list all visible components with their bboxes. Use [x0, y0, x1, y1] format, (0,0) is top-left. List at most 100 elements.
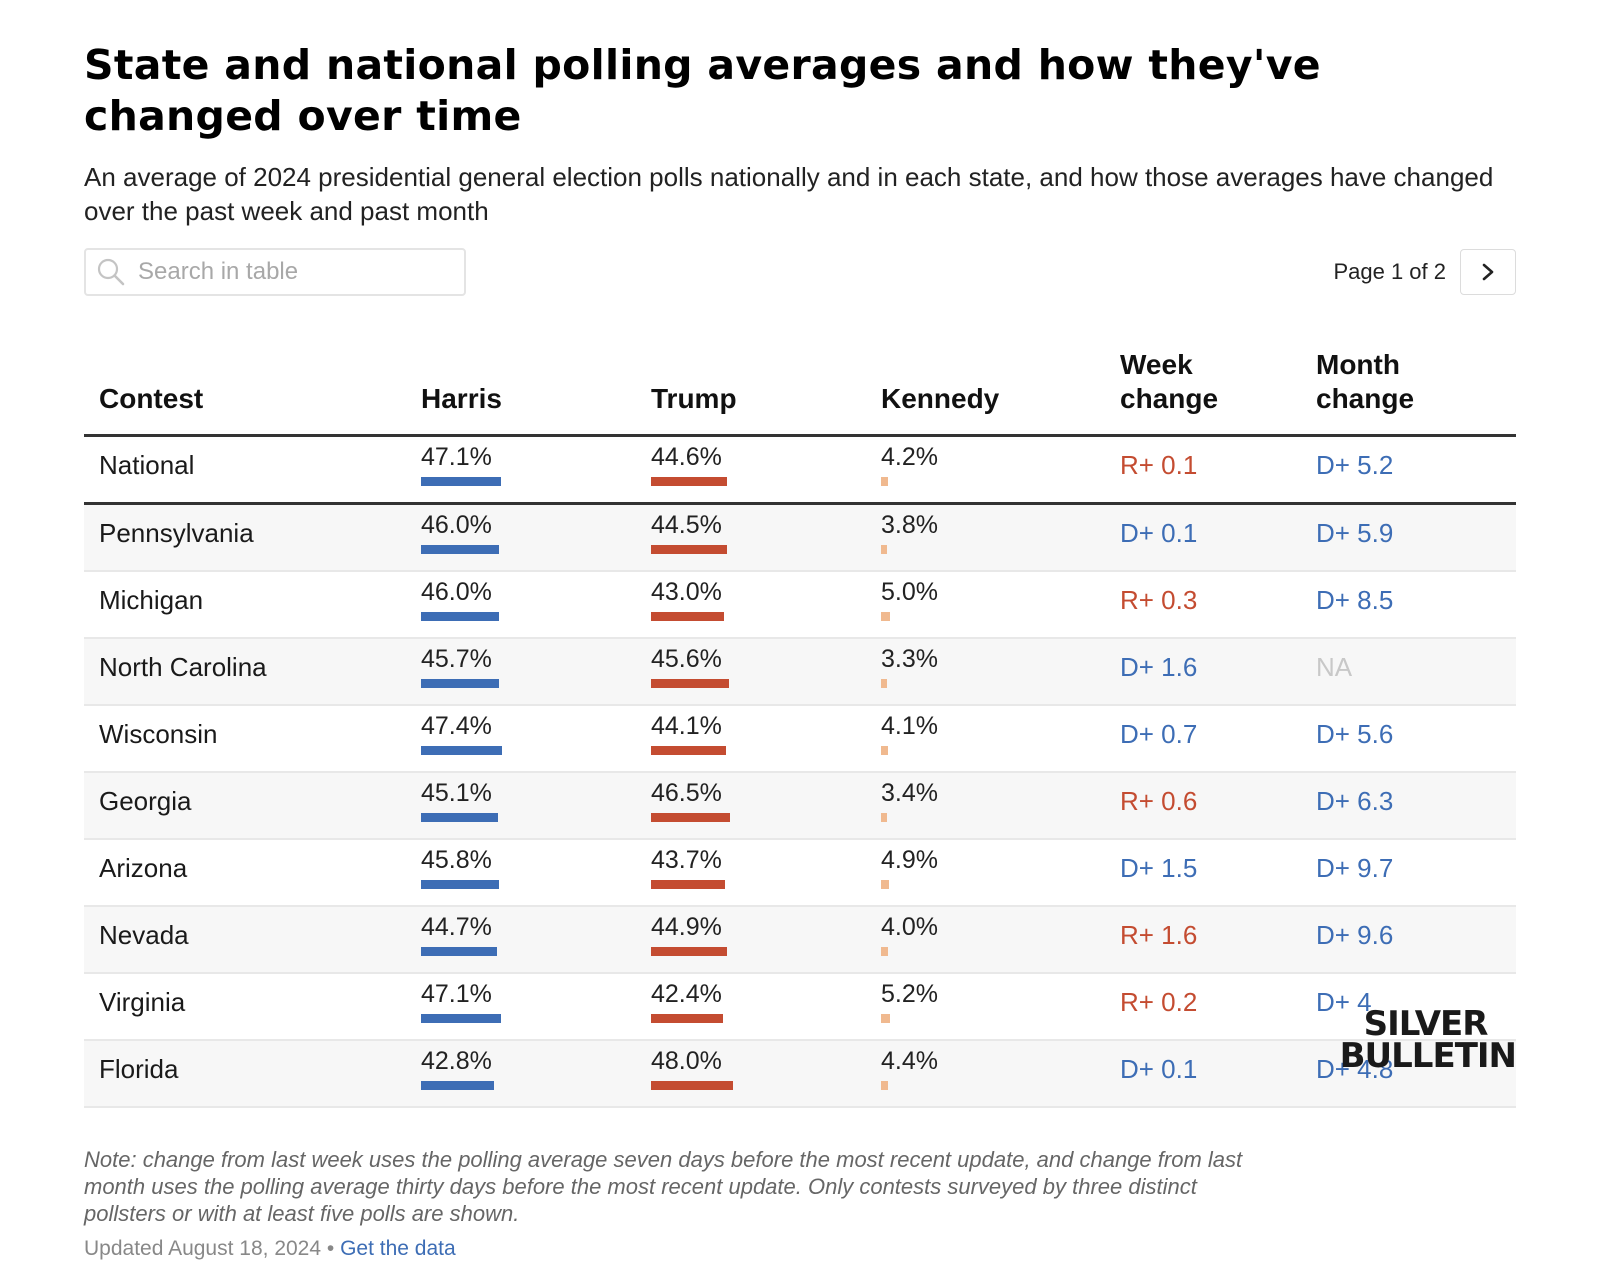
harris-cell: 45.1% [421, 772, 651, 839]
get-data-link[interactable]: Get the data [340, 1237, 456, 1260]
trump-cell: 44.6% [651, 436, 881, 504]
harris-bar [421, 477, 502, 486]
trump-value: 48.0% [651, 1047, 722, 1075]
harris-bar [421, 813, 498, 822]
trump-value: 44.9% [651, 913, 722, 941]
search-input[interactable] [136, 257, 440, 287]
table-controls: Page 1 of 2 [84, 248, 1516, 308]
month-change-value: D+ 4 [1316, 987, 1372, 1017]
trump-cell: 44.1% [651, 705, 881, 772]
search-box[interactable] [84, 248, 466, 296]
kennedy-cell: 5.2% [881, 973, 1120, 1040]
update-line: Updated August 18, 2024 • Get the data [84, 1237, 1516, 1261]
column-header-trump[interactable]: Trump [651, 383, 737, 414]
chart-title: State and national polling averages and … [84, 41, 1321, 140]
month-change-value: D+ 9.7 [1316, 853, 1394, 883]
month-change-value: D+ 6.3 [1316, 786, 1394, 816]
kennedy-value: 3.4% [881, 779, 938, 807]
month-change-value: NA [1316, 652, 1353, 682]
contest-name: Pennsylvania [99, 518, 254, 548]
trump-cell: 45.6% [651, 638, 881, 705]
chevron-right-icon [1482, 263, 1494, 281]
contest-name: Virginia [99, 987, 186, 1017]
trump-value: 45.6% [651, 645, 722, 673]
column-header-kennedy[interactable]: Kennedy [881, 383, 1000, 414]
week-change-value: R+ 0.1 [1120, 450, 1198, 480]
harris-value: 46.0% [421, 511, 492, 539]
table-header-row: Contest Harris Trump Kennedy Week change… [84, 348, 1516, 436]
trump-value: 43.7% [651, 846, 722, 874]
chart-subtitle: An average of 2024 presidential general … [84, 162, 1494, 226]
trump-bar [651, 545, 727, 554]
harris-bar [421, 679, 499, 688]
table-row: Pennsylvania 46.0% 44.5% 3.8% D+ 0.1 D+ 5.9 [84, 503, 1516, 572]
month-change-value: D+ 5.2 [1316, 450, 1394, 480]
kennedy-bar [881, 813, 887, 822]
table-row: North Carolina 45.7% 45.6% 3.3% D+ 1.6 NA [84, 638, 1516, 705]
kennedy-cell: 3.4% [881, 772, 1120, 839]
contest-name: National [99, 450, 195, 480]
trump-cell: 42.4% [651, 973, 881, 1040]
kennedy-bar [881, 612, 890, 621]
kennedy-cell: 5.0% [881, 571, 1120, 638]
contest-name: Wisconsin [99, 719, 218, 749]
harris-bar [421, 947, 497, 956]
trump-cell: 44.9% [651, 906, 881, 973]
pagination: Page 1 of 2 [1333, 248, 1516, 296]
chart-container: State and national polling averages and … [84, 40, 1516, 1261]
kennedy-value: 3.3% [881, 645, 938, 673]
month-change-value: D+ 9.6 [1316, 920, 1394, 950]
contest-name: Nevada [99, 920, 189, 950]
month-change-value: D+ 5.6 [1316, 719, 1394, 749]
harris-cell: 42.8% [421, 1040, 651, 1107]
harris-cell: 44.7% [421, 906, 651, 973]
column-header-month-change[interactable]: Month change [1316, 349, 1415, 414]
table-row: Arizona 45.8% 43.7% 4.9% D+ 1.5 D+ 9.7 [84, 839, 1516, 906]
month-change-value: D+ 4.8 [1316, 1054, 1394, 1084]
column-header-week-change[interactable]: Week change [1120, 349, 1219, 414]
trump-value: 44.1% [651, 712, 722, 740]
kennedy-value: 5.2% [881, 980, 938, 1008]
kennedy-cell: 4.9% [881, 839, 1120, 906]
next-page-button[interactable] [1460, 249, 1516, 295]
trump-bar [651, 612, 725, 621]
trump-cell: 44.5% [651, 504, 881, 572]
week-change-value: D+ 0.1 [1120, 518, 1198, 548]
week-change-value: D+ 1.6 [1120, 652, 1198, 682]
trump-bar [651, 477, 727, 486]
table-row: Virginia 47.1% 42.4% 5.2% R+ 0.2 D+ 4 [84, 973, 1516, 1040]
separator: • [326, 1237, 335, 1260]
harris-value: 47.4% [421, 712, 492, 740]
harris-bar [421, 612, 500, 621]
table-row: Wisconsin 47.4% 44.1% 4.1% D+ 0.7 D+ 5.6 [84, 705, 1516, 772]
week-change-value: R+ 0.2 [1120, 987, 1198, 1017]
harris-value: 42.8% [421, 1047, 492, 1075]
harris-cell: 46.0% [421, 571, 651, 638]
harris-cell: 47.4% [421, 705, 651, 772]
harris-bar [421, 1014, 502, 1023]
column-header-contest[interactable]: Contest [99, 383, 204, 414]
harris-cell: 46.0% [421, 504, 651, 572]
harris-bar [421, 1081, 494, 1090]
trump-value: 43.0% [651, 578, 722, 606]
contest-name: Arizona [99, 853, 188, 883]
table-row: Nevada 44.7% 44.9% 4.0% R+ 1.6 D+ 9.6 [84, 906, 1516, 973]
page-indicator: Page 1 of 2 [1333, 259, 1446, 284]
contest-name: Florida [99, 1054, 179, 1084]
harris-value: 45.8% [421, 846, 492, 874]
harris-value: 44.7% [421, 913, 492, 941]
kennedy-cell: 4.1% [881, 705, 1120, 772]
kennedy-value: 5.0% [881, 578, 938, 606]
harris-value: 47.1% [421, 443, 492, 471]
week-change-value: R+ 0.3 [1120, 585, 1198, 615]
column-header-harris[interactable]: Harris [421, 383, 502, 414]
footnote: Note: change from last week uses the pol… [84, 1147, 1243, 1226]
contest-name: North Carolina [99, 652, 267, 682]
trump-cell: 43.7% [651, 839, 881, 906]
harris-value: 45.1% [421, 779, 492, 807]
table-row: National 47.1% 44.6% 4.2% R+ 0.1 D+ 5.2 [84, 436, 1516, 504]
harris-value: 46.0% [421, 578, 492, 606]
table-row: Georgia 45.1% 46.5% 3.4% R+ 0.6 D+ 6.3 [84, 772, 1516, 839]
trump-value: 42.4% [651, 980, 722, 1008]
month-change-value: D+ 5.9 [1316, 518, 1394, 548]
